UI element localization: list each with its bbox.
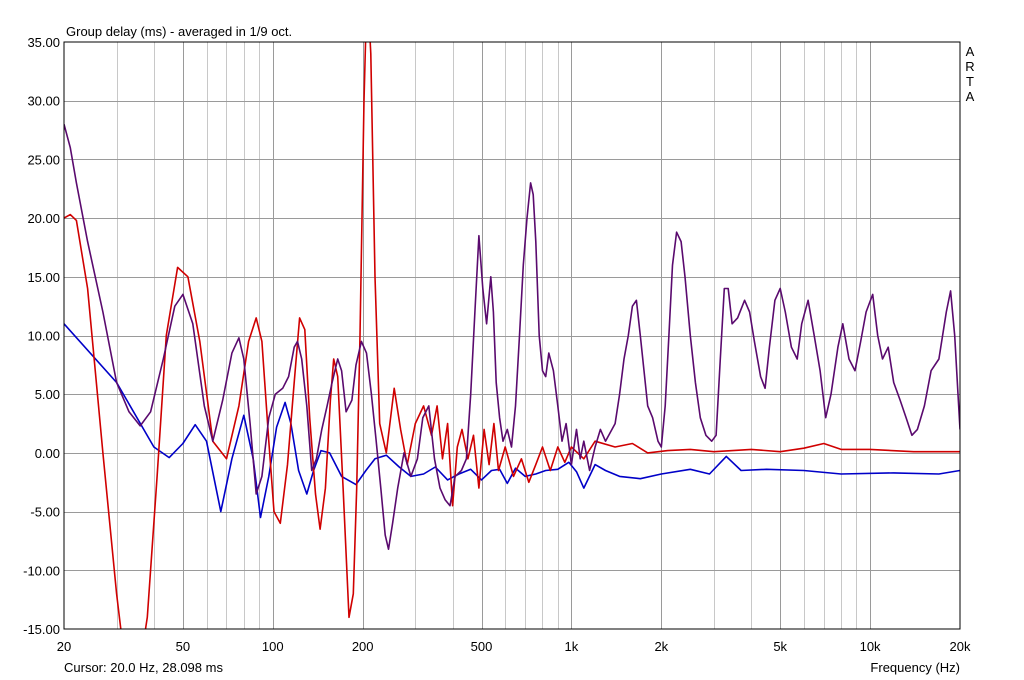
x-tick-labels: 20 50 100 200 500 1k 2k 5k 10k 20k	[57, 639, 971, 654]
y-tick-label: 25.00	[27, 152, 60, 167]
watermark-letter: A	[966, 44, 975, 59]
x-tick-label: 20k	[950, 639, 971, 654]
watermark-letter: R	[965, 59, 974, 74]
y-tick-label: 5.00	[35, 387, 60, 402]
y-tick-labels: 35.00 30.00 25.00 20.00 15.00 10.00 5.00 0.00 -5…	[23, 35, 60, 637]
x-tick-label: 10k	[860, 639, 881, 654]
y-tick-label: -15.00	[23, 622, 60, 637]
y-tick-label: 15.00	[27, 270, 60, 285]
watermark-letter: A	[966, 89, 975, 104]
chart-title: Group delay (ms) - averaged in 1/9 oct.	[66, 24, 292, 39]
x-tick-label: 20	[57, 639, 71, 654]
plot-frame	[63, 41, 961, 630]
y-tick-label: -5.00	[30, 505, 60, 520]
y-tick-label: -10.00	[23, 563, 60, 578]
x-tick-label: 200	[352, 639, 374, 654]
y-tick-label: 0.00	[35, 446, 60, 461]
x-tick-label: 2k	[654, 639, 668, 654]
y-tick-label: 20.00	[27, 211, 60, 226]
x-tick-label: 1k	[565, 639, 579, 654]
watermark-letter: T	[966, 74, 974, 89]
cursor-readout: Cursor: 20.0 Hz, 28.098 ms	[64, 660, 223, 675]
x-tick-label: 100	[262, 639, 284, 654]
x-tick-label: 50	[176, 639, 190, 654]
x-tick-label: 5k	[773, 639, 787, 654]
series-line-1	[64, 323, 960, 519]
x-tick-label: 500	[471, 639, 493, 654]
x-axis-label: Frequency (Hz)	[870, 660, 960, 675]
series-line-2	[64, 42, 960, 629]
y-tick-label: 35.00	[27, 35, 60, 50]
y-tick-label: 10.00	[27, 329, 60, 344]
series-group	[64, 42, 960, 629]
series-line-3	[64, 123, 960, 550]
y-tick-label: 30.00	[27, 94, 60, 109]
